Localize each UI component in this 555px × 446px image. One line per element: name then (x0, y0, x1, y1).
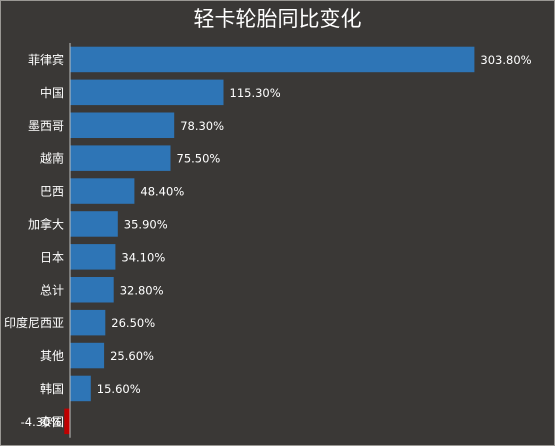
value-label-7: 32.80% (120, 283, 164, 297)
value-label-0: 303.80% (480, 53, 531, 67)
value-labels: 303.80% 115.30% 78.30% 75.50% 48.40% 35.90% 34… (21, 53, 532, 429)
bar-8 (70, 309, 106, 336)
bars-group (64, 46, 475, 435)
bar-6 (70, 244, 116, 270)
value-label-9: 25.60% (110, 349, 154, 363)
bar-0 (70, 46, 475, 73)
bar-5 (70, 211, 118, 237)
bar-1 (70, 79, 224, 106)
category-label-7: 总计 (40, 283, 64, 297)
bar-7 (70, 277, 114, 303)
value-label-8: 26.50% (111, 316, 155, 330)
value-label-5: 35.90% (124, 217, 168, 231)
value-label-10: 15.60% (97, 382, 141, 396)
value-label-2: 78.30% (180, 119, 224, 133)
category-label-6: 日本 (40, 250, 64, 264)
bar-10 (70, 375, 91, 402)
category-label-5: 加拿大 (28, 216, 64, 231)
category-label-1: 中国 (40, 85, 64, 100)
category-label-2: 墨西哥 (28, 119, 64, 133)
category-label-8: 印度尼西亚 (4, 315, 64, 330)
value-label-11: -4.30% (21, 415, 62, 429)
category-label-11: 泰国 (40, 415, 64, 429)
bar-3 (70, 145, 171, 171)
bar-11 (64, 408, 70, 435)
value-label-3: 75.50% (177, 152, 221, 166)
value-label-6: 34.10% (121, 250, 165, 264)
category-label-9: 其他 (40, 349, 64, 363)
bar-9 (70, 342, 105, 369)
category-label-3: 越南 (40, 151, 64, 166)
value-label-1: 115.30% (230, 86, 281, 100)
value-label-4: 48.40% (140, 185, 184, 199)
category-label-4: 巴西 (40, 185, 64, 199)
chart-title: 轻卡轮胎同比变化 (193, 7, 362, 31)
bar-2 (70, 112, 175, 138)
category-label-10: 韩国 (40, 381, 64, 396)
bar-4 (70, 178, 135, 204)
category-label-0: 菲律宾 (28, 52, 64, 67)
